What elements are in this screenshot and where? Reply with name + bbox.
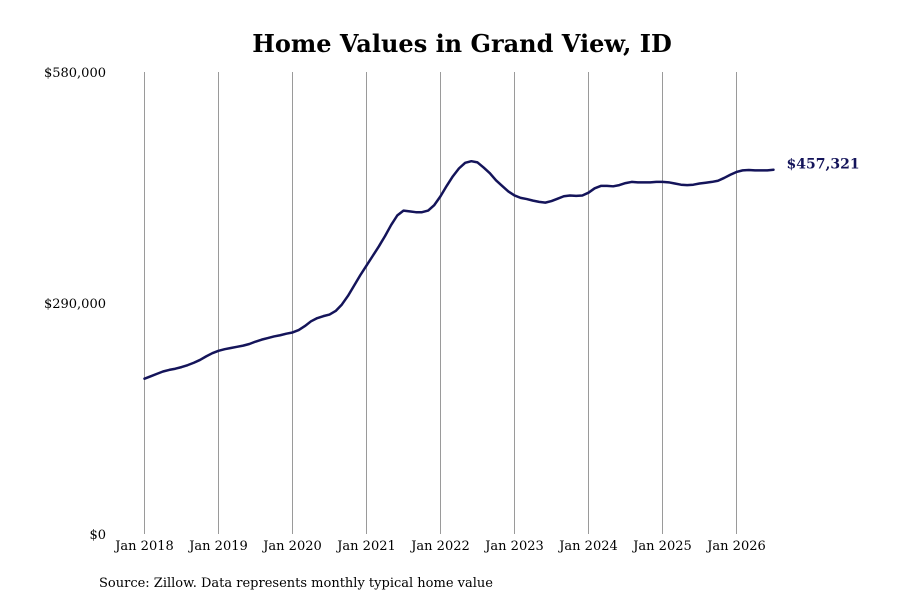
x-tick-label: Jan 2022 [409, 539, 470, 554]
x-tick-label: Jan 2026 [705, 539, 766, 554]
y-tick-label: $290,000 [44, 297, 106, 312]
last-value-label: $457,321 [787, 157, 860, 173]
x-tick-label: Jan 2024 [557, 539, 618, 554]
y-tick-label: $580,000 [44, 66, 106, 81]
x-tick-label: Jan 2021 [335, 539, 396, 554]
x-tick-label: Jan 2023 [483, 539, 544, 554]
x-tick-label: Jan 2019 [187, 539, 248, 554]
y-axis-ticks: $580,000 $290,000 $0 [44, 66, 106, 543]
source-note: Source: Zillow. Data represents monthly … [99, 576, 493, 591]
home-value-line [143, 159, 775, 380]
y-tick-label: $0 [89, 528, 106, 543]
chart-title: Home Values in Grand View, ID [252, 29, 672, 58]
x-tick-label: Jan 2025 [631, 539, 692, 554]
x-tick-label: Jan 2020 [261, 539, 322, 554]
x-tick-label: Jan 2018 [113, 539, 174, 554]
gridlines [144, 72, 737, 534]
x-axis-ticks: Jan 2018 Jan 2019 Jan 2020 Jan 2021 Jan 2022… [113, 539, 766, 554]
